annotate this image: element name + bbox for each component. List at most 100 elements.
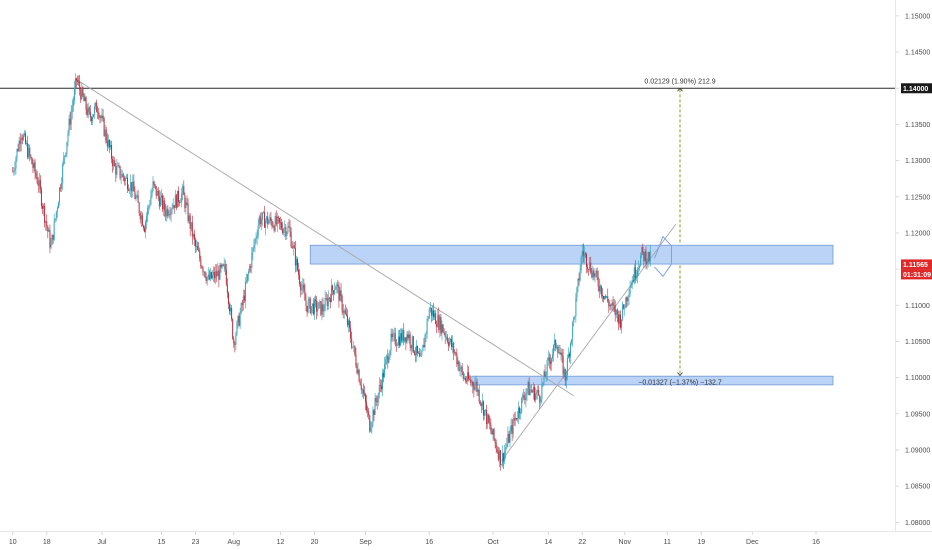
candle-body bbox=[559, 352, 561, 355]
candle bbox=[531, 389, 533, 393]
candle-body bbox=[326, 298, 328, 307]
candle-body bbox=[175, 195, 177, 208]
candle-body bbox=[302, 284, 304, 288]
candle-body bbox=[492, 428, 494, 435]
candle bbox=[456, 348, 458, 367]
candle-body bbox=[438, 315, 440, 331]
candle bbox=[278, 217, 280, 230]
candle-body bbox=[116, 166, 118, 175]
candle bbox=[342, 303, 344, 319]
candle bbox=[27, 135, 29, 160]
candle-body bbox=[639, 265, 641, 269]
candle bbox=[149, 199, 151, 210]
candle bbox=[102, 109, 104, 122]
candle bbox=[400, 328, 402, 347]
candle bbox=[193, 229, 195, 247]
candle-body bbox=[150, 196, 152, 205]
candle-body bbox=[203, 271, 205, 273]
candle bbox=[638, 260, 640, 276]
candle-body bbox=[246, 280, 247, 283]
candle-body bbox=[274, 216, 276, 231]
candle-body bbox=[570, 343, 572, 357]
candle-body bbox=[333, 290, 335, 295]
candle-body bbox=[69, 118, 71, 125]
candle bbox=[146, 212, 148, 230]
candle-body bbox=[331, 285, 332, 302]
candle-body bbox=[430, 307, 432, 316]
candle bbox=[505, 443, 507, 459]
candle-body bbox=[156, 190, 158, 196]
candle-body bbox=[594, 273, 596, 277]
candle bbox=[469, 375, 471, 381]
candle-body bbox=[591, 272, 593, 278]
candle-body bbox=[270, 217, 272, 222]
candle-body bbox=[601, 294, 603, 297]
candle bbox=[380, 379, 382, 393]
candle-body bbox=[111, 145, 113, 159]
candle bbox=[588, 268, 590, 277]
candle bbox=[82, 86, 84, 98]
candle bbox=[269, 213, 271, 224]
candle bbox=[355, 347, 357, 369]
candle bbox=[273, 224, 275, 233]
resistance-zone[interactable] bbox=[309, 244, 834, 265]
candle-body bbox=[596, 270, 598, 278]
candle bbox=[512, 414, 514, 438]
candle bbox=[12, 166, 14, 173]
candle bbox=[198, 241, 200, 252]
candle bbox=[104, 125, 106, 144]
candle bbox=[395, 339, 397, 352]
candle-body bbox=[86, 109, 88, 116]
candle bbox=[103, 116, 105, 138]
level-label-box bbox=[901, 83, 932, 94]
descending-trendline[interactable] bbox=[76, 79, 574, 397]
candle bbox=[54, 218, 56, 223]
candle-body bbox=[196, 246, 198, 247]
candle-body bbox=[358, 370, 360, 382]
candle-body bbox=[463, 377, 465, 379]
candle bbox=[242, 289, 244, 311]
candle-body bbox=[390, 333, 392, 351]
time-axis[interactable]: 10 18 Jul 15 23 Aug 12 20 Sep 16 Oct 14 22 Nov 11 19 Dec… bbox=[9, 532, 820, 546]
candle-body bbox=[121, 173, 123, 178]
candle-body bbox=[644, 251, 646, 261]
candle bbox=[150, 189, 152, 206]
candle bbox=[402, 328, 404, 343]
candle bbox=[225, 263, 227, 286]
candle bbox=[488, 413, 490, 424]
candle-body bbox=[142, 225, 144, 229]
candle-body bbox=[385, 359, 387, 365]
candle bbox=[157, 187, 159, 201]
candle-body bbox=[328, 297, 330, 299]
candle bbox=[176, 190, 178, 208]
candle bbox=[552, 348, 553, 362]
candle bbox=[498, 447, 500, 468]
candle-body bbox=[359, 381, 361, 385]
candle-body bbox=[174, 195, 176, 209]
candle-body bbox=[44, 205, 46, 223]
candle-body bbox=[494, 439, 496, 443]
projection-path[interactable] bbox=[654, 235, 672, 278]
candle-body bbox=[173, 204, 175, 209]
candle bbox=[407, 331, 409, 341]
candle-body bbox=[284, 227, 286, 230]
candle bbox=[171, 202, 173, 215]
candle-body bbox=[638, 268, 640, 270]
candle bbox=[348, 318, 349, 333]
candle-body bbox=[70, 112, 72, 125]
candle-body bbox=[332, 285, 334, 291]
candle bbox=[451, 335, 453, 351]
candle-body bbox=[137, 195, 139, 203]
candle bbox=[282, 221, 284, 235]
candle-body bbox=[223, 264, 225, 266]
candle-body bbox=[169, 214, 171, 216]
candle-body bbox=[618, 314, 620, 324]
candle bbox=[528, 377, 530, 396]
candle-body bbox=[110, 145, 111, 148]
candle-body bbox=[645, 251, 647, 265]
candle-body bbox=[635, 275, 637, 278]
candle bbox=[275, 210, 277, 227]
candle bbox=[292, 241, 294, 256]
candle-body bbox=[542, 382, 544, 385]
